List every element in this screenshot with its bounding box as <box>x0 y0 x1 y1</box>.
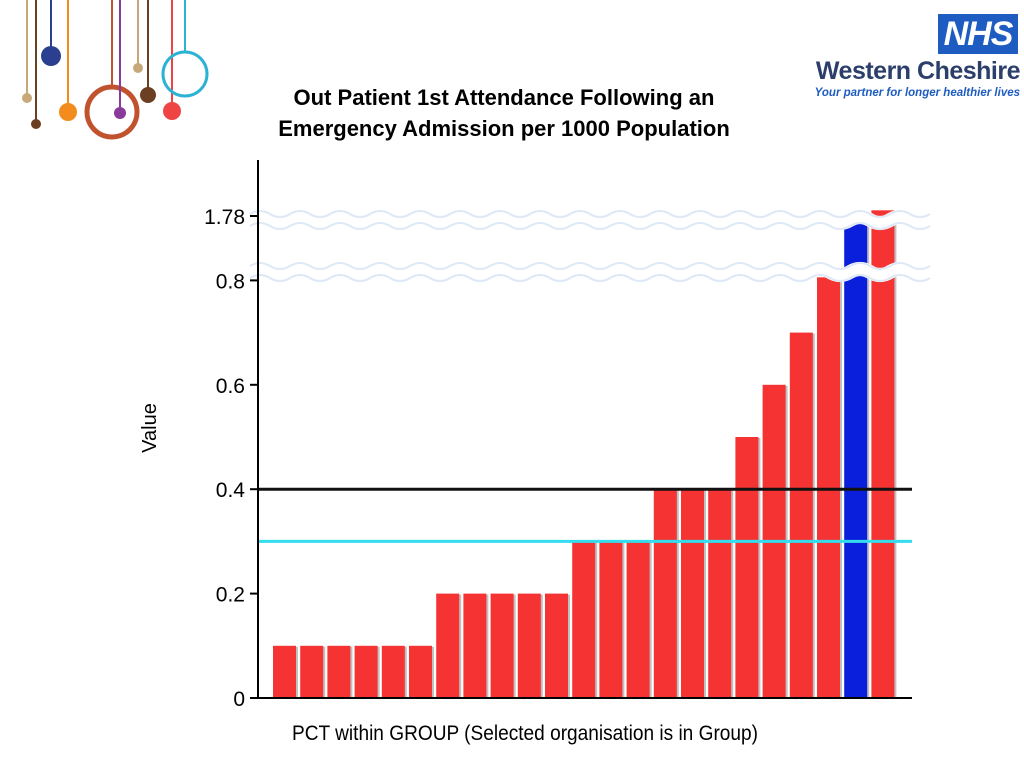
y-tick-label: 0.8 <box>216 270 245 293</box>
bar <box>871 210 895 698</box>
bar-selected-organisation <box>844 219 868 698</box>
bar <box>354 645 378 698</box>
bar <box>653 489 677 698</box>
y-tick-label: 0.2 <box>216 584 245 607</box>
bar <box>327 645 351 698</box>
y-tick-label: 0.6 <box>216 375 245 398</box>
axis-break-band <box>246 210 934 230</box>
organisation-tagline: Your partner for longer healthier lives <box>814 87 1020 99</box>
bar <box>300 645 324 698</box>
bar <box>681 489 704 698</box>
y-ticks-layer: 0 0.2 0.4 0.6 0.8 1.78 <box>204 206 258 711</box>
y-tick-label: 1.78 <box>204 206 245 229</box>
bar <box>273 645 296 698</box>
bar <box>381 645 405 698</box>
y-axis-label: Value <box>139 403 161 453</box>
bars-layer <box>273 210 897 698</box>
bar <box>735 437 759 698</box>
axis-break-edge <box>249 262 931 270</box>
x-axis-label: PCT within GROUP (Selected organisation … <box>292 722 758 745</box>
bar <box>436 593 460 698</box>
axis-break-edge <box>249 274 931 282</box>
bar <box>789 332 813 698</box>
bar <box>409 645 432 698</box>
chart-title: Out Patient 1st Attendance Following an … <box>230 82 778 144</box>
bar <box>626 541 650 698</box>
bar <box>708 489 732 698</box>
bar <box>599 541 623 698</box>
chart-title-line-1: Out Patient 1st Attendance Following an <box>293 85 715 110</box>
bar <box>572 541 596 698</box>
axis-break-band <box>246 262 934 282</box>
nhs-logo: NHS <box>938 14 1018 54</box>
axis-break-layer <box>246 210 934 282</box>
decorative-hanging-circles <box>22 0 209 140</box>
bar <box>463 593 487 698</box>
bar <box>517 593 541 698</box>
reference-lines-layer <box>258 487 912 543</box>
chart-title-line-2: Emergency Admission per 1000 Population <box>278 116 730 141</box>
bar <box>817 277 840 698</box>
organisation-name: Western Cheshire <box>815 57 1021 85</box>
bar <box>545 593 568 698</box>
y-tick-label: 0 <box>233 688 245 711</box>
axis-break-edge <box>249 210 931 218</box>
axis-break-edge <box>249 222 931 230</box>
y-tick-label: 0.4 <box>216 479 246 502</box>
bar <box>490 593 514 698</box>
